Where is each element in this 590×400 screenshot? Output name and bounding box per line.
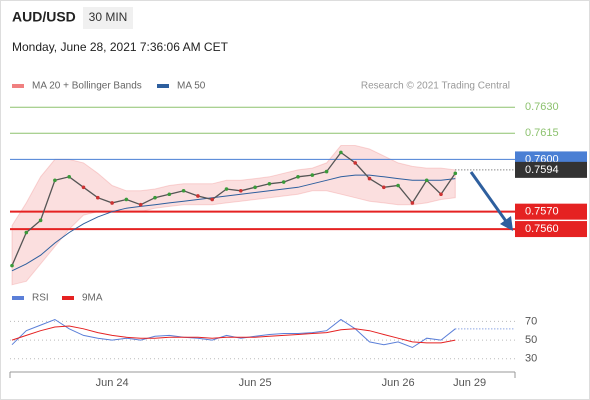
price-point [410,201,415,205]
price-point [382,185,386,190]
price-point [424,178,429,183]
price-point [281,180,286,184]
price-point [67,175,71,179]
chart-title: AUD/USD [12,9,76,25]
price-point [24,230,29,235]
bollinger-band [11,145,456,286]
price-point [324,169,329,174]
price-point [10,263,14,268]
legend-label: 9MA [82,293,103,304]
price-point [396,183,400,188]
price-point [96,195,100,200]
price-point [224,187,229,191]
price-point [53,178,57,183]
x-tick-label: Jun 25 [239,377,272,389]
ma50-line [11,174,456,272]
price-point [38,218,43,223]
legend-swatch [12,84,24,88]
level-label: 0.7615 [525,127,559,139]
level-label: 0.7570 [525,206,559,218]
price-point [339,150,343,155]
price-point [367,176,372,181]
price-point [110,201,114,205]
price-line [11,151,456,266]
last-price-label: 0.7594 [525,164,559,176]
price-point [353,161,358,165]
credit: Research © 2021 Trading Central [361,81,510,92]
legend-swatch [157,84,169,88]
price-point [124,197,129,202]
interval: 30 MIN [89,10,128,24]
price-point [138,202,143,207]
price-point [267,181,272,186]
legend-label: MA 50 [177,81,206,92]
price-point [453,171,458,176]
x-tick-label: Jun 24 [96,377,129,389]
forecast-arrow [469,171,510,225]
price-point [81,185,86,190]
price-point [167,192,172,197]
level-tag [515,203,587,220]
level-tag [515,221,587,238]
forecast-arrowhead [500,216,513,231]
x-tick-label: Jun 29 [453,377,486,389]
rsi-line [11,325,456,344]
interval-box [83,7,133,29]
price-point [310,173,315,177]
rsi-tick-label: 70 [525,315,537,327]
legend-swatch [12,296,24,300]
legend-label: RSI [32,293,49,304]
last-price-tag [515,161,587,178]
price-point [196,194,200,198]
rsi-tick-label: 50 [525,334,537,346]
legend-swatch [62,296,74,300]
price-point [153,195,157,200]
price-point [296,175,300,179]
price-point [210,197,214,202]
rsi-tick-label: 30 [525,353,537,365]
price-point [439,192,443,197]
price-point [181,188,186,193]
timestamp: Monday, June 28, 2021 7:36:06 AM CET [12,40,229,54]
price-point [253,185,257,190]
level-label: 0.7560 [525,223,559,235]
legend-label: MA 20 + Bollinger Bands [32,81,142,92]
x-tick-label: Jun 26 [382,377,415,389]
level-label: 0.7630 [525,101,559,113]
price-point [239,188,243,193]
